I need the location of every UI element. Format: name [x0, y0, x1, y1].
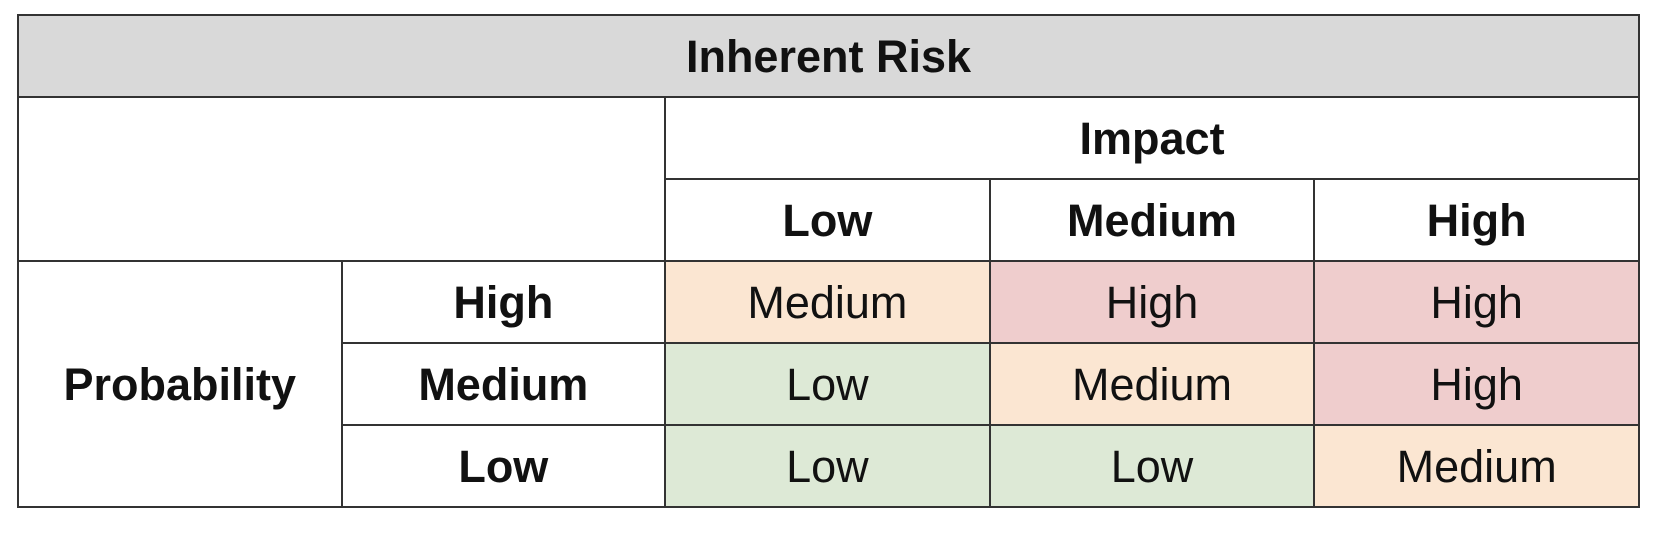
- risk-cell: Medium: [1313, 424, 1640, 508]
- probability-row-high: Probability High Medium High High: [17, 260, 1640, 508]
- impact-levels-row: Low Medium High: [18, 178, 1640, 262]
- probability-level-low: Low: [340, 424, 667, 508]
- probability-axis-label: Probability: [17, 260, 343, 508]
- risk-cell: Low: [664, 424, 991, 508]
- risk-cell: Medium: [664, 260, 991, 344]
- risk-cell: High: [1313, 342, 1640, 426]
- probability-level-medium: Medium: [340, 342, 667, 426]
- corner-blank-cell: [16, 96, 667, 262]
- impact-level-medium: Medium: [988, 178, 1316, 262]
- risk-cell: Medium: [988, 342, 1316, 426]
- risk-cell: Low: [664, 342, 991, 426]
- probability-row-low: Low Low Low Medium: [18, 424, 1640, 508]
- title-row: Inherent Risk: [17, 14, 1640, 98]
- risk-matrix-container: Inherent Risk Impact Low Medium High Pro…: [16, 14, 1640, 508]
- impact-header-row: Impact: [16, 96, 1640, 262]
- matrix-title: Inherent Risk: [17, 14, 1640, 98]
- risk-cell: High: [988, 260, 1316, 344]
- impact-level-low: Low: [664, 178, 991, 262]
- risk-cell: High: [1313, 260, 1640, 344]
- impact-level-high: High: [1313, 178, 1640, 262]
- probability-row-medium: Medium Low Medium High: [18, 342, 1640, 426]
- probability-level-high: High: [340, 260, 667, 344]
- risk-cell: Low: [988, 424, 1316, 508]
- risk-matrix-table: Inherent Risk Impact Low Medium High Pro…: [16, 14, 1640, 508]
- impact-axis-label: Impact: [664, 96, 1640, 180]
